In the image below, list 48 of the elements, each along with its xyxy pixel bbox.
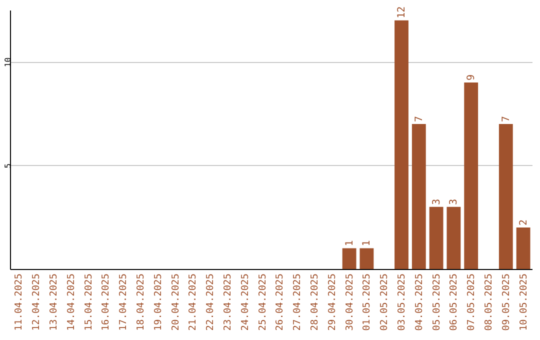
x-tick-label: 21.04.2025 <box>188 274 199 331</box>
data-label: 2 <box>518 220 530 226</box>
bar <box>429 206 444 269</box>
bar <box>498 124 513 269</box>
x-tick-label: 13.04.2025 <box>48 274 60 331</box>
bar <box>516 228 530 269</box>
bar <box>360 248 374 269</box>
x-tick-label: 29.04.2025 <box>326 274 338 331</box>
x-tick-label: 25.04.2025 <box>257 274 268 331</box>
x-tick-label: 05.05.2025 <box>431 274 442 331</box>
x-tick-label: 04.05.2025 <box>414 274 425 331</box>
data-label: 3 <box>448 198 460 205</box>
x-tick-label: 14.04.2025 <box>66 274 77 331</box>
x-tick-label: 12.04.2025 <box>31 274 42 331</box>
x-tick-label: 28.04.2025 <box>310 274 320 331</box>
bar <box>446 206 461 269</box>
x-tick-label: 23.04.2025 <box>222 274 234 331</box>
x-tick-label: 20.04.2025 <box>170 274 182 331</box>
data-label: 1 <box>362 240 373 246</box>
x-tick-label: 18.04.2025 <box>136 274 146 331</box>
data-label: 9 <box>466 74 478 81</box>
bar <box>342 248 356 269</box>
x-tick-label: 07.05.2025 <box>466 274 478 331</box>
x-tick-label: 03.05.2025 <box>396 274 408 331</box>
x-tick-label: 24.04.2025 <box>240 274 251 331</box>
x-tick-label: 08.05.2025 <box>484 274 494 331</box>
x-tick-label: 02.05.2025 <box>379 274 390 331</box>
x-tick-label: 19.04.2025 <box>152 274 164 331</box>
data-label: 3 <box>431 198 442 205</box>
x-tick-label: 27.04.2025 <box>292 274 304 331</box>
x-tick-label: 11.04.2025 <box>14 274 25 331</box>
x-tick-label: 06.05.2025 <box>448 274 460 331</box>
x-tick-label: 26.04.2025 <box>274 274 286 331</box>
data-label: 7 <box>414 116 425 122</box>
x-tick-label: 01.05.2025 <box>362 274 373 331</box>
x-tick-label: 15.04.2025 <box>83 274 94 331</box>
bar <box>412 124 426 269</box>
bar <box>464 82 478 269</box>
data-label: 12 <box>396 6 408 18</box>
x-tick-label: 30.04.2025 <box>344 274 356 331</box>
data-label: 7 <box>500 116 512 122</box>
x-tick-label: 09.05.2025 <box>500 274 512 331</box>
x-tick-label: 22.04.2025 <box>205 274 216 331</box>
x-tick-label: 17.04.2025 <box>118 274 130 331</box>
x-tick-label: 16.04.2025 <box>100 274 112 331</box>
bar <box>394 20 408 269</box>
x-tick-label: 10.05.2025 <box>518 274 530 331</box>
data-label: 1 <box>344 240 356 246</box>
